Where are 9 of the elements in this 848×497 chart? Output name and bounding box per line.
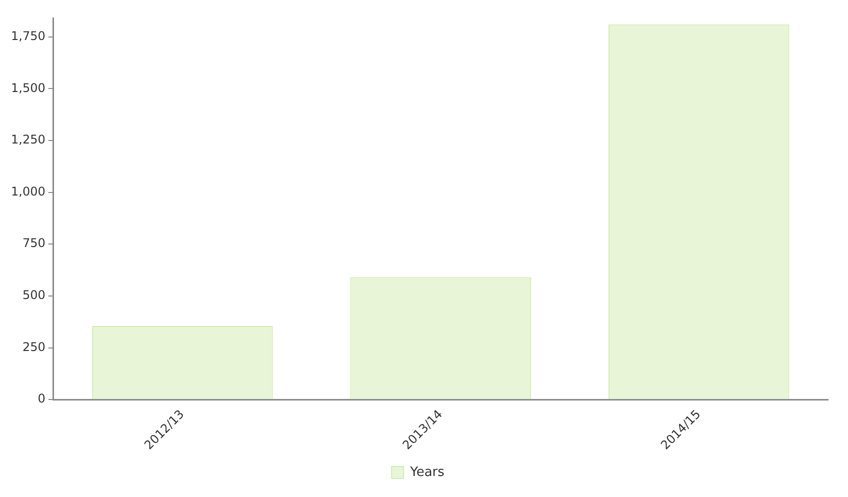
y-tick-label: 1,250	[10, 132, 46, 147]
y-tick-label: 0	[38, 392, 46, 406]
y-tick-label: 250	[22, 340, 46, 354]
legend-label: Years	[409, 464, 445, 480]
y-tick-label: 1,000	[10, 184, 46, 198]
y-tick-label: 1,500	[10, 80, 46, 95]
y-tick-label: 750	[22, 236, 46, 250]
y-tick-label: 500	[22, 288, 46, 302]
y-tick-label: 1,750	[10, 28, 46, 43]
